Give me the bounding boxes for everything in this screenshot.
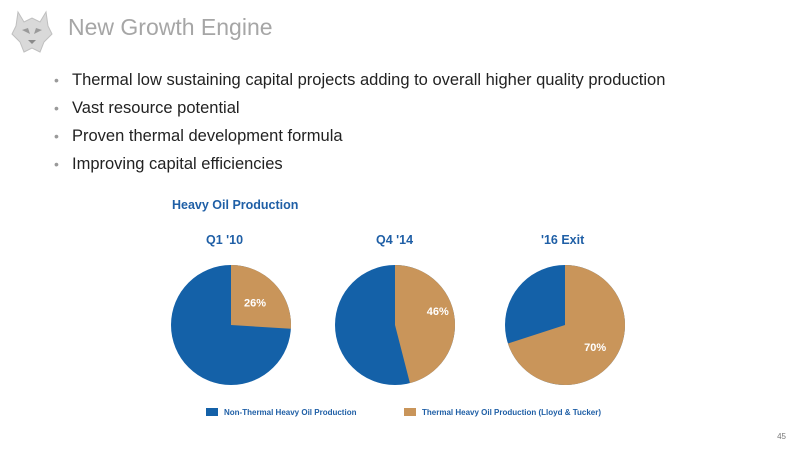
pie-slice-thermal <box>507 265 626 386</box>
bullet-item: • Thermal low sustaining capital projects… <box>54 66 665 94</box>
legend-non-thermal: Non-Thermal Heavy Oil Production <box>206 408 356 417</box>
chart-title: Heavy Oil Production <box>172 198 299 212</box>
bullet-list: • Thermal low sustaining capital projects… <box>54 66 665 178</box>
slide-title: New Growth Engine <box>68 14 273 40</box>
bullet-item: • Vast resource potential <box>54 94 665 122</box>
legend-thermal: Thermal Heavy Oil Production (Lloyd & Tu… <box>404 408 601 417</box>
legend-swatch-thermal <box>404 408 416 416</box>
legend-label-thermal: Thermal Heavy Oil Production (Lloyd & Tu… <box>422 408 601 417</box>
bullet-marker: • <box>54 128 59 144</box>
husky-dog-logo-icon <box>11 10 53 53</box>
bullet-marker: • <box>54 100 59 116</box>
pie-data-label: 70% <box>584 342 606 354</box>
bullet-text: Thermal low sustaining capital projects … <box>72 71 666 89</box>
pie-title-q1-10: Q1 '10 <box>206 233 244 247</box>
bullet-marker: • <box>54 72 59 88</box>
bullet-text: Proven thermal development formula <box>72 127 343 145</box>
pie-title-16-exit: '16 Exit <box>541 233 585 247</box>
bullet-item: • Improving capital efficiencies <box>54 150 665 178</box>
legend-swatch-non-thermal <box>206 408 218 416</box>
pie-title-q4-14: Q4 '14 <box>376 233 414 247</box>
page-number: 45 <box>777 432 786 441</box>
pie-data-label: 26% <box>244 297 266 309</box>
bullet-text: Improving capital efficiencies <box>72 155 283 173</box>
pie-slice-thermal <box>231 265 291 329</box>
legend-label-non-thermal: Non-Thermal Heavy Oil Production <box>224 408 357 417</box>
bullet-marker: • <box>54 156 59 172</box>
pie-data-label: 46% <box>427 306 449 318</box>
bullet-item: • Proven thermal development formula <box>54 122 665 150</box>
bullet-text: Vast resource potential <box>72 99 240 117</box>
pie-slice-thermal <box>395 265 455 384</box>
